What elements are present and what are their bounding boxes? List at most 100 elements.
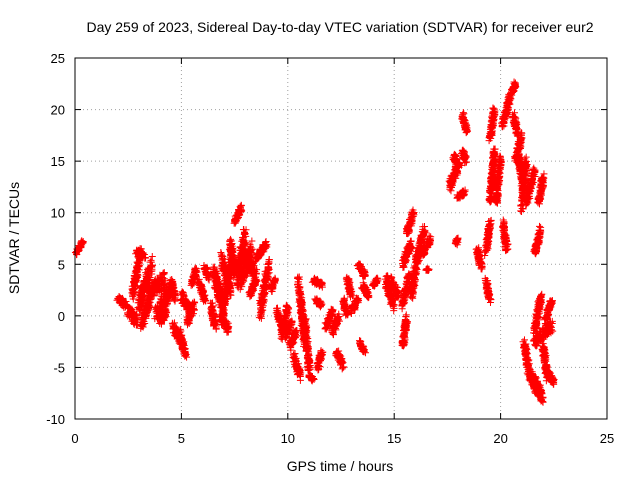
data-point <box>153 276 161 284</box>
data-point <box>222 286 230 294</box>
y-tick-label: 10 <box>51 206 65 221</box>
data-point <box>218 256 226 264</box>
data-point <box>159 315 167 323</box>
data-point <box>198 290 206 298</box>
x-tick-label: 0 <box>71 431 78 446</box>
data-point <box>182 296 190 304</box>
data-point <box>143 277 151 285</box>
data-point <box>140 278 148 286</box>
data-point <box>119 301 127 309</box>
data-point <box>158 279 166 287</box>
data-point <box>210 263 218 271</box>
data-point <box>189 273 197 281</box>
x-tick-label: 20 <box>493 431 507 446</box>
data-point <box>197 284 205 292</box>
chart-title: Day 259 of 2023, Sidereal Day-to-day VTE… <box>86 19 593 35</box>
data-point <box>224 288 232 296</box>
data-point <box>159 271 167 279</box>
data-point <box>142 310 150 318</box>
data-point <box>196 280 204 288</box>
y-tick-label: 0 <box>58 309 65 324</box>
data-point <box>135 257 143 265</box>
data-point <box>217 249 225 257</box>
data-point <box>141 319 149 327</box>
x-tick-label: 10 <box>281 431 295 446</box>
data-point <box>181 345 189 353</box>
data-point <box>214 287 222 295</box>
data-point <box>227 252 235 260</box>
data-point <box>216 312 224 320</box>
data-point <box>127 309 135 317</box>
data-point <box>147 258 155 266</box>
data-point <box>228 256 236 264</box>
data-point <box>192 265 200 273</box>
data-point <box>161 314 169 322</box>
data-point <box>131 312 139 320</box>
data-point <box>145 306 153 314</box>
data-point <box>294 274 302 282</box>
data-point <box>227 237 235 245</box>
data-point <box>190 298 198 306</box>
data-point <box>187 309 195 317</box>
y-tick-label: 20 <box>51 103 65 118</box>
data-point <box>136 297 144 305</box>
data-point <box>77 239 85 247</box>
data-point <box>131 289 139 297</box>
data-point <box>162 289 170 297</box>
data-point <box>224 276 232 284</box>
data-point <box>191 269 199 277</box>
y-tick-label: -5 <box>53 360 65 375</box>
data-point <box>134 266 142 274</box>
data-point <box>131 276 139 284</box>
data-point <box>207 305 215 313</box>
x-tick-label: 5 <box>178 431 185 446</box>
data-point <box>224 323 232 331</box>
data-point <box>202 268 210 276</box>
data-point <box>210 321 218 329</box>
data-point <box>79 238 87 246</box>
y-tick-label: 25 <box>51 51 65 66</box>
data-point <box>177 334 185 342</box>
data-point <box>144 273 152 281</box>
data-point <box>204 275 212 283</box>
data-point <box>163 308 171 316</box>
data-point <box>215 283 223 291</box>
data-point <box>169 288 177 296</box>
data-point <box>146 283 154 291</box>
data-point <box>158 320 166 328</box>
data-point <box>201 297 209 305</box>
data-point <box>183 353 191 361</box>
data-point <box>228 246 236 254</box>
data-point <box>229 264 237 272</box>
data-point <box>212 273 220 281</box>
data-point <box>219 253 227 261</box>
data-point <box>195 275 203 283</box>
y-tick-label: 15 <box>51 154 65 169</box>
data-point <box>423 266 431 274</box>
data-point <box>183 316 191 324</box>
data-point <box>146 293 154 301</box>
data-point <box>184 317 192 325</box>
data-point <box>200 292 208 300</box>
x-tick-label: 25 <box>600 431 614 446</box>
data-point <box>152 284 160 292</box>
data-point <box>291 349 299 357</box>
data-point <box>211 271 219 279</box>
data-point <box>178 300 186 308</box>
data-point <box>154 275 162 283</box>
data-point <box>145 268 153 276</box>
data-point <box>130 318 138 326</box>
data-point <box>169 320 177 328</box>
data-point <box>178 288 186 296</box>
x-tick-label: 15 <box>387 431 401 446</box>
data-point <box>134 262 142 270</box>
data-point <box>227 244 235 252</box>
data-point <box>169 282 177 290</box>
data-point <box>218 319 226 327</box>
data-point <box>223 321 231 329</box>
data-point <box>186 307 194 315</box>
data-point <box>163 299 171 307</box>
data-point <box>138 251 146 259</box>
